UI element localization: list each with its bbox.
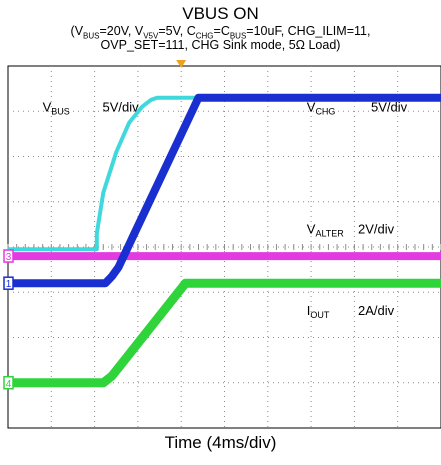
trace-label-valter: VALTER [307, 221, 345, 238]
conditions-line-2: OVP_SET=111, CHG Sink mode, 5Ω Load) [100, 38, 341, 52]
trace-scale-vbus: 5V/div [103, 99, 140, 114]
channel-marker-3 [3, 249, 14, 263]
channel-marker-label: 4 [6, 379, 12, 390]
channel-marker-4 [3, 376, 14, 390]
trace-label-vchg: VCHG [307, 99, 336, 116]
trace-label-vbus: VBUS [43, 99, 70, 116]
channel-marker-label: 1 [6, 279, 12, 290]
trace-iout [8, 278, 441, 388]
trace-scale-vchg: 5V/div [371, 99, 408, 114]
x-axis-label: Time (4ms/div) [164, 433, 277, 452]
trace-scale-valter: 2V/div [358, 221, 395, 236]
channel-markers: 1 3 4 [3, 60, 187, 390]
conditions-line-1: (VBUS=20V, VV5V=5V, CCHG=CBUS=10uF, CHG_… [70, 24, 371, 41]
trace-label-iout: IOUT [307, 303, 330, 320]
channel-marker-label: 3 [6, 252, 12, 263]
plot-traces [8, 93, 441, 388]
trace-labels: VBUS 5V/div VCHG 5V/div VALTER 2V/div IOUT 2A/d… [43, 99, 408, 320]
trace-scale-iout: 2A/div [358, 303, 395, 318]
trace-vbus [8, 95, 441, 252]
channel-marker-1 [3, 276, 14, 290]
chart-title: VBUS ON [182, 4, 259, 23]
trigger-marker [176, 60, 187, 68]
trace-vchg [8, 93, 441, 288]
plot-grid [7, 66, 441, 428]
